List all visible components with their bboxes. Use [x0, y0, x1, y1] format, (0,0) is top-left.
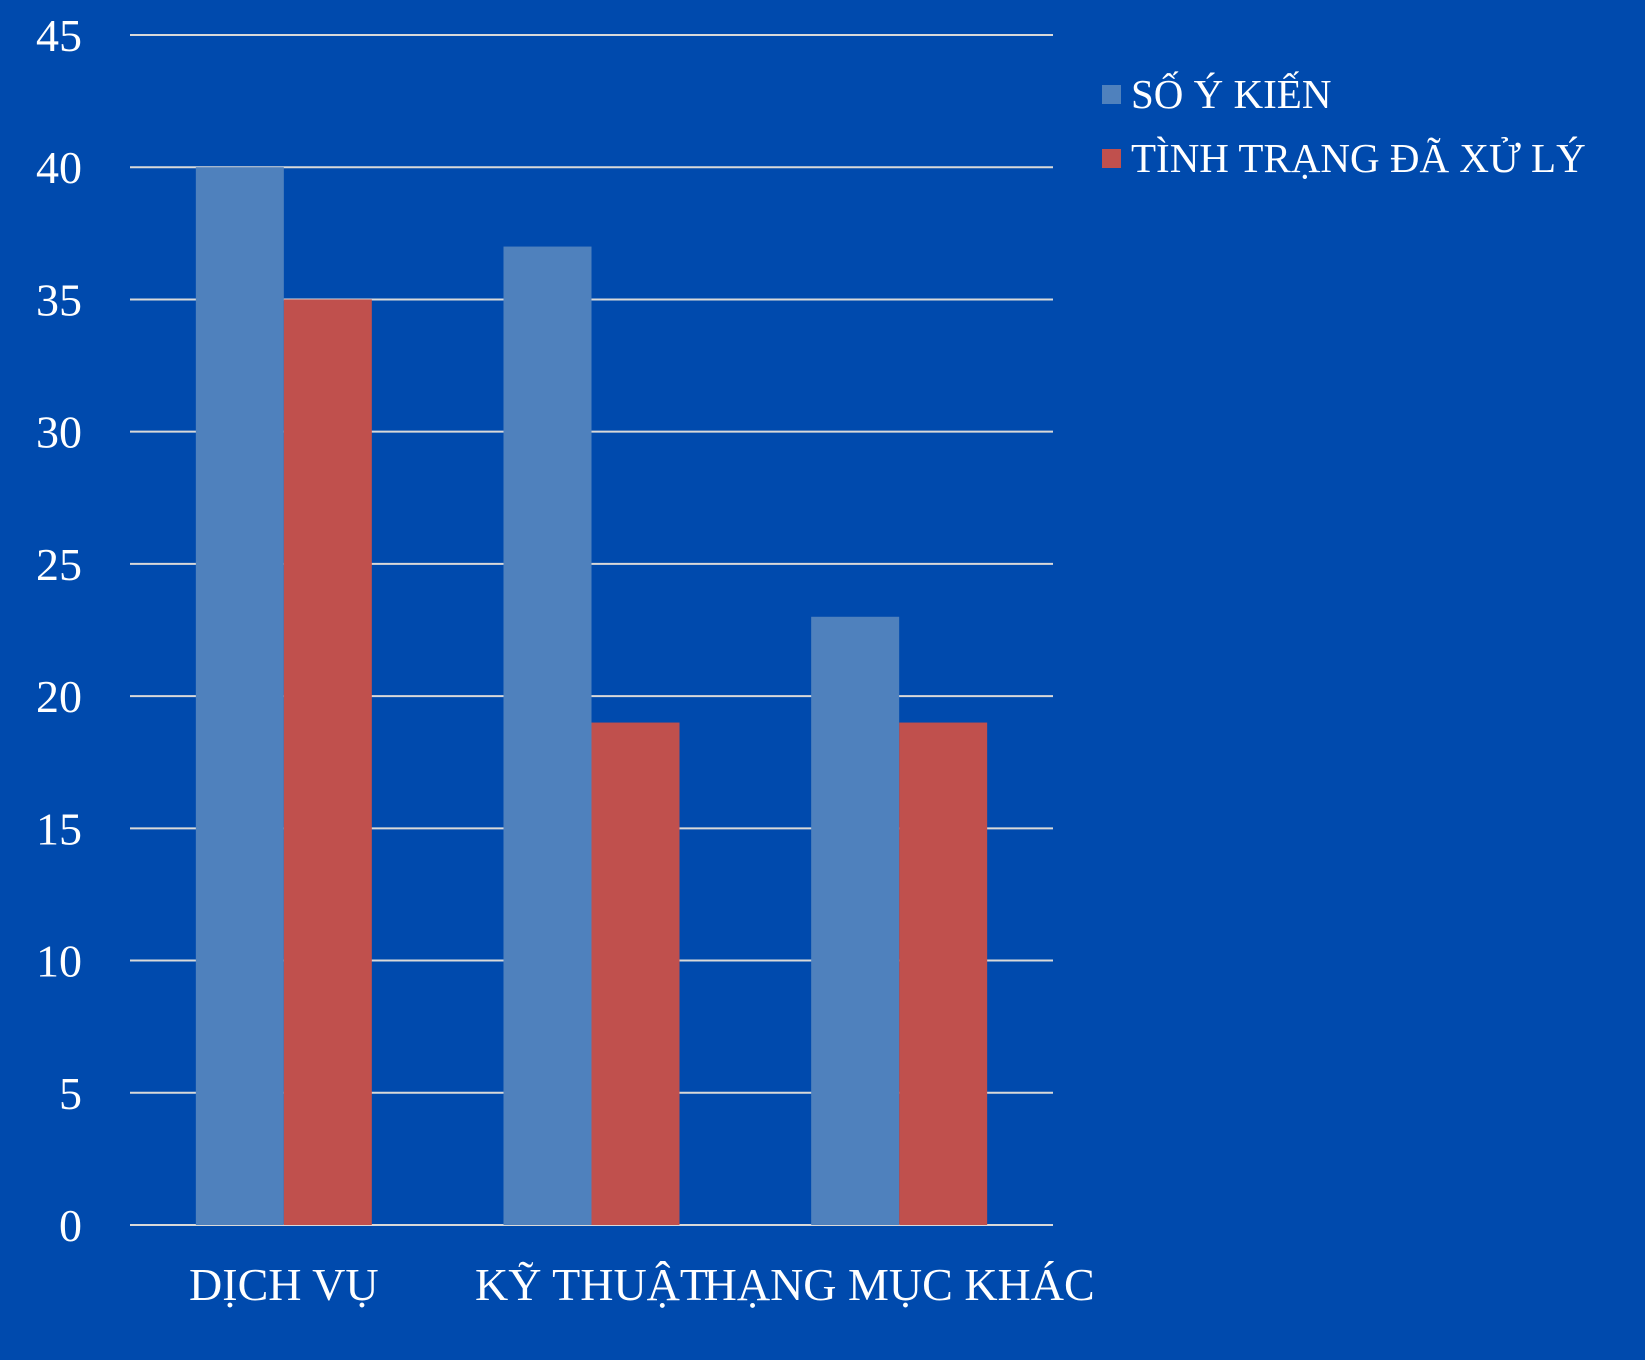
bar-1-0 — [283, 299, 372, 1225]
y-tick-label: 5 — [59, 1068, 82, 1119]
y-tick-label: 20 — [36, 671, 82, 722]
bar-0-0 — [195, 167, 284, 1226]
bar-1-2 — [899, 722, 988, 1225]
bar-0-1 — [503, 246, 592, 1226]
bar-1-1 — [591, 722, 680, 1225]
y-tick-label: 40 — [36, 142, 82, 193]
x-category-label: KỸ THUẬT — [475, 1259, 708, 1310]
y-axis-ticks: 0 5 10 15 20 25 30 35 40 45 — [36, 10, 82, 1251]
bars — [195, 167, 988, 1226]
y-tick-label: 15 — [36, 803, 82, 854]
y-tick-label: 45 — [36, 10, 82, 61]
legend-item-so-y-kien: SỐ Ý KIẾN — [1102, 62, 1586, 126]
y-tick-label: 25 — [36, 539, 82, 590]
legend-label: SỐ Ý KIẾN — [1131, 71, 1332, 117]
legend: SỐ Ý KIẾN TÌNH TRẠNG ĐÃ XỬ LÝ — [1102, 62, 1586, 190]
x-category-label: HẠNG MỤC KHÁC — [704, 1259, 1095, 1310]
y-tick-label: 0 — [59, 1200, 82, 1251]
bar-0-2 — [811, 616, 900, 1225]
legend-item-tinh-trang-da-xu-ly: TÌNH TRẠNG ĐÃ XỬ LÝ — [1102, 126, 1586, 190]
y-tick-label: 10 — [36, 936, 82, 987]
legend-swatch — [1102, 148, 1121, 168]
x-category-label: DỊCH VỤ — [189, 1259, 379, 1310]
legend-swatch — [1102, 84, 1121, 104]
y-tick-label: 35 — [36, 274, 82, 325]
legend-label: TÌNH TRẠNG ĐÃ XỬ LÝ — [1131, 135, 1586, 181]
y-tick-label: 30 — [36, 407, 82, 458]
